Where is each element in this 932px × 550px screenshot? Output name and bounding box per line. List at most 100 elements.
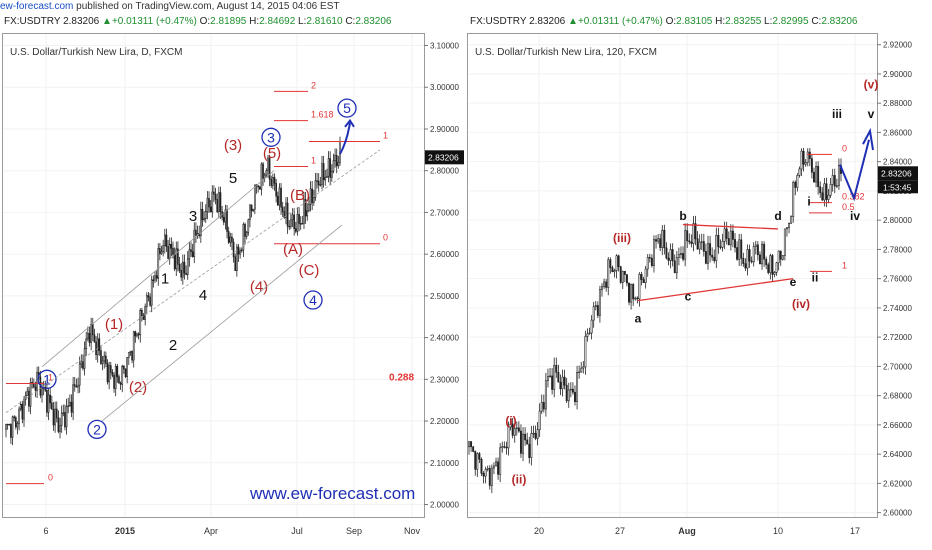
candle-body xyxy=(748,249,751,262)
candle-body xyxy=(82,361,84,369)
candle-body xyxy=(682,253,685,260)
candle-body xyxy=(794,181,797,188)
candle-body xyxy=(157,248,160,279)
last-price: 2.83206 xyxy=(529,16,566,27)
candle-body xyxy=(77,384,79,388)
candle-body xyxy=(83,348,86,369)
y-tick-label: 3.10000 xyxy=(430,42,459,51)
candle-body xyxy=(808,151,811,159)
candle-body xyxy=(258,186,261,190)
candle-body xyxy=(91,323,94,336)
wave-label: iv xyxy=(850,209,860,223)
candle-body xyxy=(185,272,187,275)
y-tick-label: 2.60000 xyxy=(883,509,912,518)
candle-body xyxy=(813,171,815,183)
candle-body xyxy=(80,361,83,365)
right-chart-svg[interactable]: 2.60000 2.62000 2.64000 2.66000 2.68000 2.700… xyxy=(467,33,930,550)
candle-body xyxy=(208,197,210,208)
candle-body xyxy=(688,240,691,243)
candle-body xyxy=(60,412,63,426)
candle-body xyxy=(719,246,722,248)
candle-body xyxy=(114,366,117,389)
candle-body xyxy=(64,412,66,428)
candle-body xyxy=(711,254,714,258)
candle-body xyxy=(476,453,479,470)
candle-body xyxy=(505,446,508,449)
candle-body xyxy=(650,257,653,266)
candle-body xyxy=(260,163,263,190)
left-quote-header: FX:USDTRY 2.83206 ▲+0.01311 (+0.47%) O:2… xyxy=(4,16,392,27)
x-tick-label: 17 xyxy=(850,526,860,536)
left-chart-svg[interactable]: 2.00000 2.10000 2.20000 2.30000 2.40000 2.500… xyxy=(2,33,464,550)
y-tick-label: 2.86000 xyxy=(883,128,912,137)
open-value: 2.81895 xyxy=(210,16,247,27)
candle-body xyxy=(126,357,128,377)
right-quote-header: FX:USDTRY 2.83206 ▲+0.01311 (+0.47%) O:2… xyxy=(470,16,858,27)
candle-body xyxy=(540,402,543,412)
candle-body xyxy=(478,453,481,460)
candle-body xyxy=(294,228,297,232)
candle-body xyxy=(823,183,826,201)
x-tick-label: Apr xyxy=(204,526,218,536)
candle-body xyxy=(497,461,500,475)
wave-label: d xyxy=(774,209,781,223)
candle-body xyxy=(240,249,243,252)
candle-body xyxy=(231,236,233,243)
candle-body xyxy=(771,255,774,275)
candle-body xyxy=(763,243,766,260)
candle-body xyxy=(201,208,204,221)
candle-body xyxy=(234,256,237,272)
symbol-label[interactable]: FX:USDTRY xyxy=(4,16,61,27)
candle-body xyxy=(95,341,97,356)
candle-body xyxy=(6,423,9,426)
symbol-label[interactable]: FX:USDTRY xyxy=(470,16,527,27)
candle-body xyxy=(98,338,101,351)
fib-level-label: 0.288 xyxy=(389,372,414,383)
candle-body xyxy=(47,394,50,413)
candle-body xyxy=(729,230,732,246)
candle-body xyxy=(72,384,74,413)
candle-body xyxy=(775,262,778,273)
candle-body xyxy=(162,245,165,252)
low-value: 2.82995 xyxy=(772,16,809,27)
wave-label: (5) xyxy=(263,145,281,162)
candle-body xyxy=(835,185,838,187)
candle-body xyxy=(18,408,20,424)
candle-body xyxy=(283,211,286,219)
y-tick-label: 2.66000 xyxy=(883,421,912,430)
candle-body xyxy=(237,246,240,255)
candle-body xyxy=(334,155,336,162)
y-tick-label: 2.74000 xyxy=(883,304,912,313)
wave-label: iii xyxy=(832,107,842,121)
candle-body xyxy=(549,375,552,377)
open-value: 2.83105 xyxy=(676,16,713,27)
high-value: 2.83255 xyxy=(725,16,762,27)
candle-body xyxy=(317,180,320,186)
candle-body xyxy=(684,230,687,260)
candle-body xyxy=(571,388,574,393)
candle-body xyxy=(511,423,514,436)
candle-body xyxy=(211,191,214,213)
candle-body xyxy=(321,163,323,186)
candle-body xyxy=(132,331,135,361)
candle-body xyxy=(265,170,268,176)
candle-body xyxy=(291,214,294,221)
candle-body xyxy=(272,177,274,186)
candle-body xyxy=(111,372,114,376)
candle-body xyxy=(242,224,245,251)
wave-label: (iv) xyxy=(792,297,810,311)
channel-line xyxy=(41,170,275,368)
candle-body xyxy=(544,380,547,410)
wave-label: (C) xyxy=(299,262,320,279)
candle-body xyxy=(638,273,641,300)
candle-body xyxy=(636,297,639,300)
candle-body xyxy=(298,214,300,224)
brand-link[interactable]: ew-forecast.com xyxy=(0,1,74,12)
wave-label: i xyxy=(807,195,810,209)
candle-body xyxy=(783,228,786,256)
candle-body xyxy=(24,395,27,400)
candle-body xyxy=(769,255,772,273)
candle-body xyxy=(67,405,70,407)
candle-body xyxy=(563,376,566,386)
wave-circle xyxy=(37,369,57,389)
